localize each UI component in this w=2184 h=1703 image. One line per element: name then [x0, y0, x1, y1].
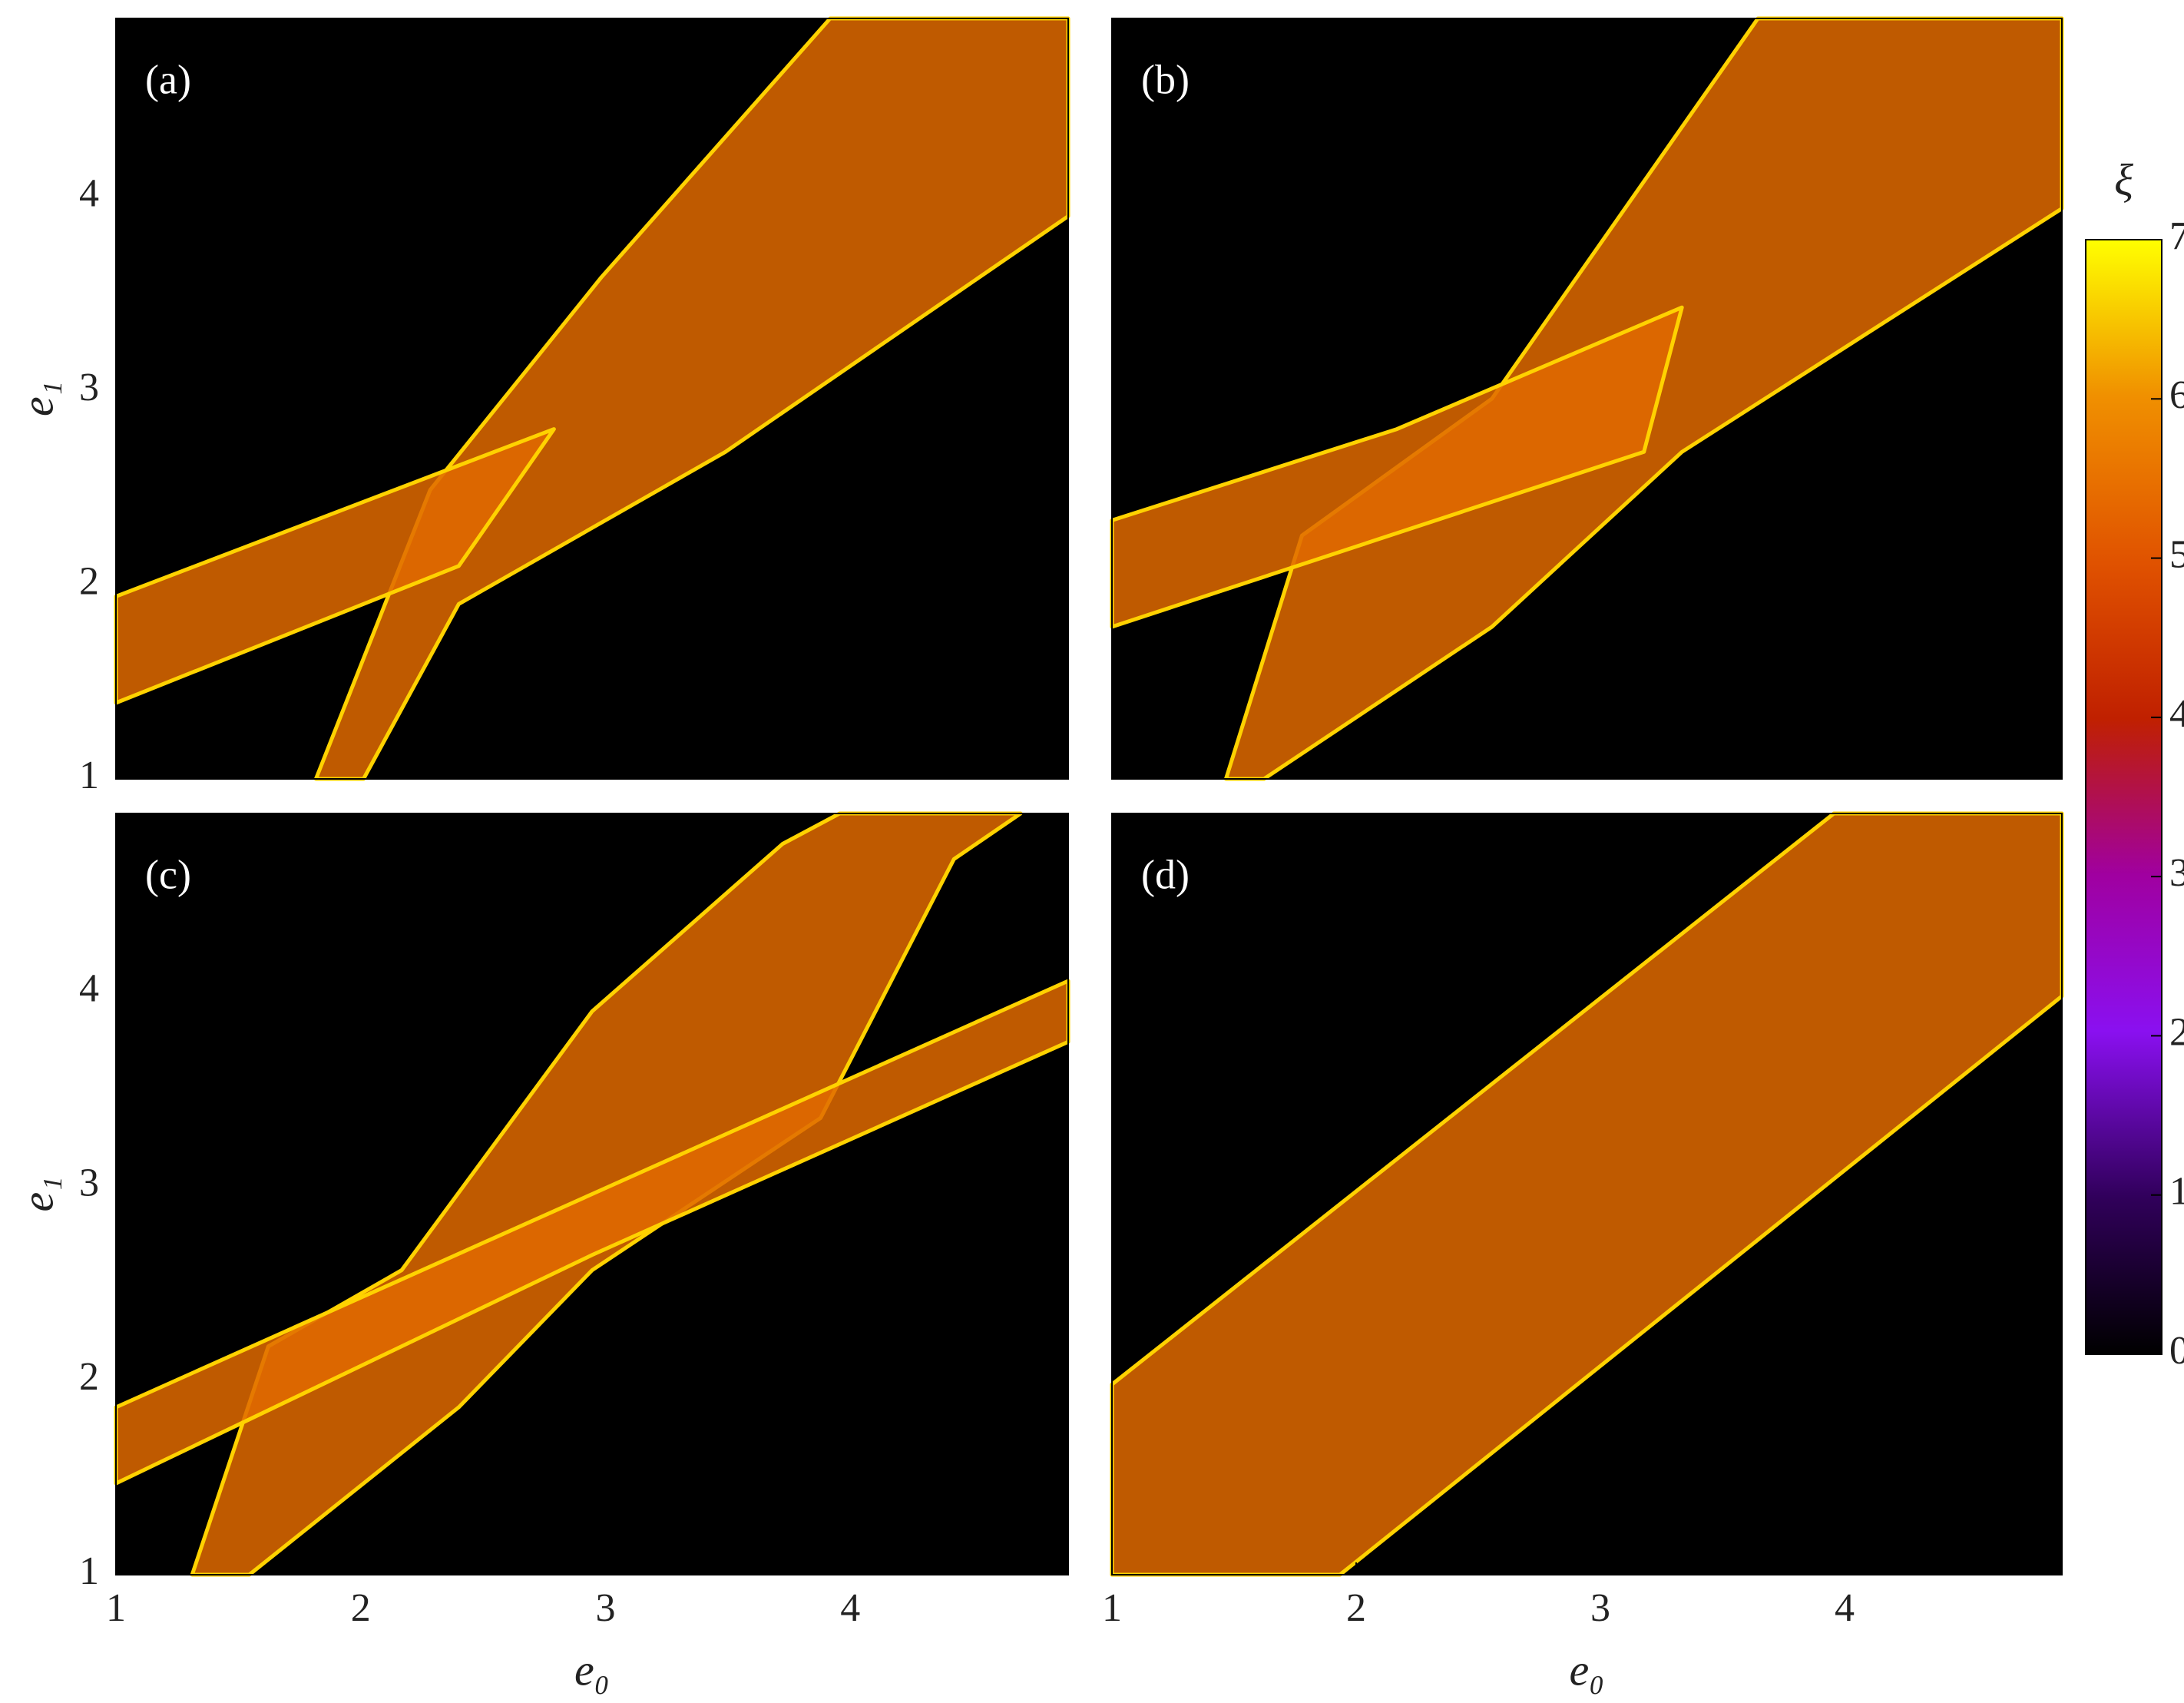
colorbar-tick-label: 1 [2169, 1170, 2184, 1214]
plot-frame [1111, 18, 2063, 780]
y-tick-label: 1 [79, 754, 99, 797]
y-tick-label: 1 [79, 1549, 99, 1593]
colorbar-tick-label: 7 [2169, 214, 2184, 258]
x-axis-label: e₀ [574, 1645, 610, 1695]
colorbar-tick-label: 2 [2169, 1010, 2184, 1054]
panel-label: (a) [145, 56, 191, 102]
colorbar-label: ξ [2114, 154, 2133, 204]
x-tick-label: 3 [596, 1586, 616, 1630]
panel-label: (d) [1141, 851, 1190, 897]
colorbar-tick-label: 5 [2169, 533, 2184, 577]
y-tick-label: 2 [79, 559, 99, 603]
y-axis-label: e₁ [12, 381, 62, 416]
plot-frame [115, 813, 1069, 1575]
y-tick-label: 2 [79, 1355, 99, 1399]
panel-label: (c) [145, 851, 191, 897]
colorbar-tick-label: 0 [2169, 1329, 2184, 1373]
colorbar [2085, 239, 2162, 1355]
x-tick-label: 4 [1835, 1586, 1855, 1630]
x-axis-label: e₀ [1570, 1645, 1605, 1695]
colorbar-tick-label: 6 [2169, 373, 2184, 417]
colorbar-tick-label: 3 [2169, 851, 2184, 895]
x-tick-label: 2 [1346, 1586, 1366, 1630]
x-tick-label: 2 [351, 1586, 371, 1630]
y-axis-label: e₁ [12, 1177, 62, 1212]
x-tick-label: 3 [1590, 1586, 1610, 1630]
colorbar-tick-label: 4 [2169, 692, 2184, 736]
y-tick-label: 4 [79, 171, 99, 215]
panel-label: (b) [1141, 56, 1190, 102]
plot-frame [1111, 813, 2063, 1575]
x-tick-label: 1 [106, 1586, 126, 1630]
plot-frame [115, 18, 1069, 780]
x-tick-label: 4 [840, 1586, 860, 1630]
y-tick-label: 3 [79, 1161, 99, 1204]
y-tick-label: 4 [79, 967, 99, 1011]
x-tick-label: 1 [1102, 1586, 1122, 1630]
y-tick-label: 3 [79, 366, 99, 409]
